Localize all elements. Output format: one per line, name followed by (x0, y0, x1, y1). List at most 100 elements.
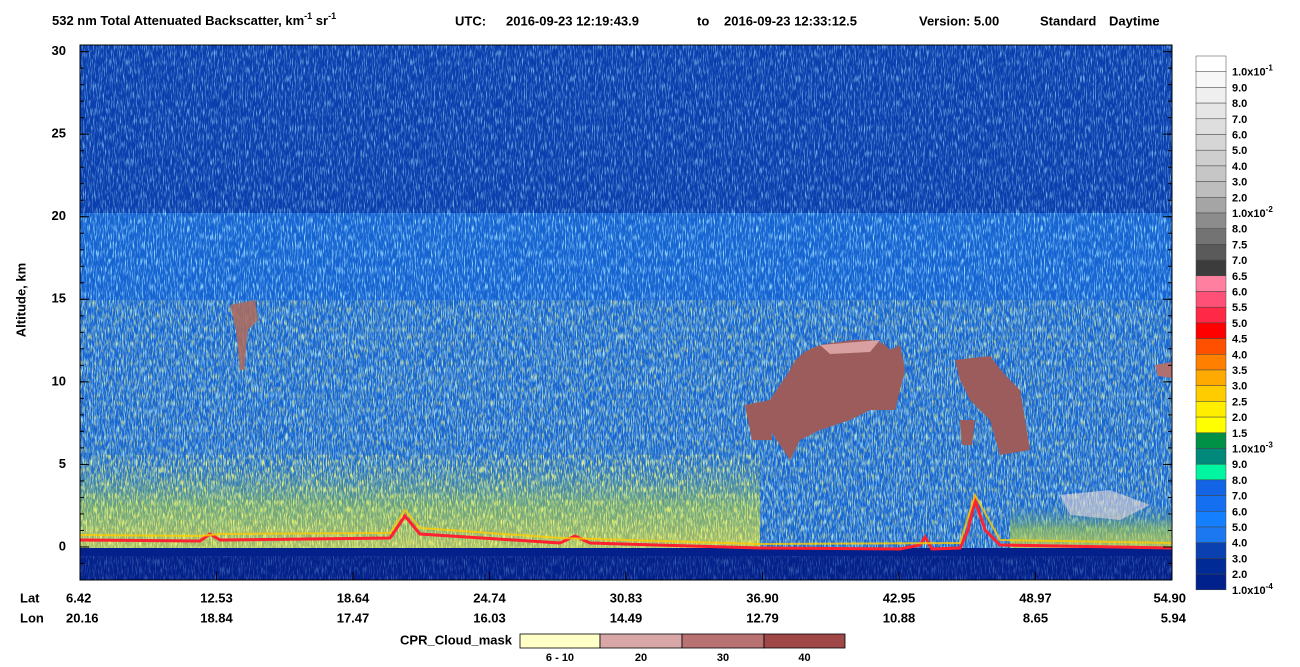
lon-value: 12.79 (746, 610, 779, 625)
colorbar-label: 9.0 (1232, 459, 1247, 471)
colorbar-cell (1195, 306, 1227, 324)
colorbar-label: 2.5 (1232, 396, 1247, 408)
colorbar-cell (1195, 495, 1227, 512)
title-mode: Daytime (1109, 13, 1160, 28)
colorbar-cell (1195, 228, 1227, 245)
colorbar-label: 8.0 (1232, 475, 1247, 487)
colorbar-label: 4.0 (1232, 161, 1247, 173)
y-tick-label: 0 (59, 538, 66, 553)
cloud-mask-swatch (519, 633, 601, 649)
colorbar-cell (1195, 87, 1227, 104)
lon-value: 8.65 (1023, 610, 1048, 625)
colorbar-cell (1195, 181, 1227, 198)
lat-value: 6.42 (66, 590, 91, 605)
colorbar-label-text: 6.0 (1232, 506, 1247, 518)
lat-value: 30.83 (610, 590, 643, 605)
colorbar-label-text: 1.0x10 (1232, 443, 1266, 455)
colorbar-label-text: 7.0 (1232, 114, 1247, 126)
colorbar-label-text: 5.0 (1232, 145, 1247, 157)
title-end: 2016-09-23 12:33:12.5 (724, 13, 857, 28)
colorbar-cell (1195, 149, 1227, 167)
y-tick-label: 5 (59, 456, 66, 471)
colorbar-label: 6.5 (1232, 271, 1247, 283)
colorbar-label: 4.0 (1232, 349, 1247, 361)
lat-value: 42.95 (883, 590, 916, 605)
lat-value: 48.97 (1019, 590, 1052, 605)
lon-value: 20.16 (66, 610, 99, 625)
colorbar-cell (1195, 354, 1227, 371)
colorbar-cell (1195, 212, 1227, 229)
colorbar-label: 1.0x10-3 (1232, 441, 1273, 456)
colorbar-label: 2.0 (1232, 569, 1247, 581)
colorbar-label-text: 2.0 (1232, 569, 1247, 581)
colorbar-label-exponent: -4 (1266, 582, 1274, 591)
title-version: Version: 5.00 (919, 13, 999, 28)
backscatter-image (80, 45, 1172, 580)
cloud-mask-swatch (763, 633, 846, 649)
title-product: Standard (1040, 13, 1096, 28)
colorbar-cell (1195, 369, 1227, 386)
colorbar-label: 2.0 (1232, 412, 1247, 424)
colorbar-label: 6.0 (1232, 506, 1247, 518)
lat-value: 12.53 (200, 590, 233, 605)
y-tick-label: 15 (52, 291, 66, 306)
colorbar-label-text: 8.0 (1232, 224, 1247, 236)
colorbar-cell (1195, 432, 1227, 449)
colorbar-cell (1195, 416, 1227, 434)
y-tick-label: 20 (52, 208, 66, 223)
colorbar-cell (1195, 401, 1227, 418)
colorbar-label: 9.0 (1232, 82, 1247, 94)
colorbar-label: 4.0 (1232, 538, 1247, 550)
lon-label: Lon (20, 610, 44, 625)
colorbar-cell (1195, 244, 1227, 261)
colorbar-label-text: 6.0 (1232, 129, 1247, 141)
colorbar-cell (1195, 197, 1227, 214)
colorbar-label: 7.0 (1232, 255, 1247, 267)
cloud-mask-label: 40 (798, 652, 810, 664)
colorbar-label: 4.5 (1232, 334, 1247, 346)
colorbar-label: 1.0x10-2 (1232, 205, 1273, 220)
colorbar-cell (1195, 275, 1227, 292)
title-utc-label: UTC: (455, 13, 486, 28)
colorbar-label-text: 8.0 (1232, 98, 1247, 110)
colorbar-cell (1195, 526, 1227, 543)
colorbar-label: 3.0 (1232, 177, 1247, 189)
colorbar-label-text: 4.0 (1232, 161, 1247, 173)
colorbar-label-text: 6.0 (1232, 286, 1247, 298)
colorbar-label: 1.0x10-1 (1232, 64, 1273, 79)
colorbar-label-text: 2.5 (1232, 396, 1247, 408)
colorbar-label-text: 8.0 (1232, 475, 1247, 487)
colorbar-label: 1.5 (1232, 428, 1247, 440)
colorbar-label-exponent: -1 (1266, 64, 1274, 73)
colorbar-label-text: 9.0 (1232, 459, 1247, 471)
colorbar-label: 5.0 (1232, 318, 1247, 330)
colorbar-cell (1195, 479, 1227, 496)
lon-value: 5.94 (1161, 610, 1187, 625)
colorbar-label: 1.0x10-4 (1232, 582, 1273, 597)
colorbar-label-text: 4.0 (1232, 349, 1247, 361)
colorbar-label: 8.0 (1232, 98, 1247, 110)
lon-value: 18.84 (200, 610, 233, 625)
colorbar-label-text: 1.5 (1232, 428, 1247, 440)
colorbar-label: 7.5 (1232, 239, 1247, 251)
title-to: to (697, 13, 709, 28)
cloud-mask-title: CPR_Cloud_mask (400, 632, 513, 647)
colorbar-cell (1195, 385, 1227, 402)
lon-value: 14.49 (610, 610, 643, 625)
title-text: 532 nm Total Attenuated Backscatter, km (52, 13, 304, 28)
colorbar-label-text: 3.0 (1232, 381, 1247, 393)
colorbar-cell (1195, 259, 1227, 277)
title-start: 2016-09-23 12:19:43.9 (506, 13, 639, 28)
colorbar-label: 8.0 (1232, 224, 1247, 236)
colorbar-cell (1195, 134, 1227, 151)
colorbar-label-text: 2.0 (1232, 412, 1247, 424)
colorbar-label: 7.0 (1232, 114, 1247, 126)
colorbar-label-exponent: -2 (1266, 205, 1274, 214)
colorbar-label: 5.5 (1232, 302, 1247, 314)
colorbar-cell (1195, 71, 1227, 88)
colorbar-cell (1195, 573, 1227, 591)
lon-value: 10.88 (883, 610, 916, 625)
colorbar-label-exponent: -3 (1266, 441, 1274, 450)
colorbar-label: 2.0 (1232, 192, 1247, 204)
